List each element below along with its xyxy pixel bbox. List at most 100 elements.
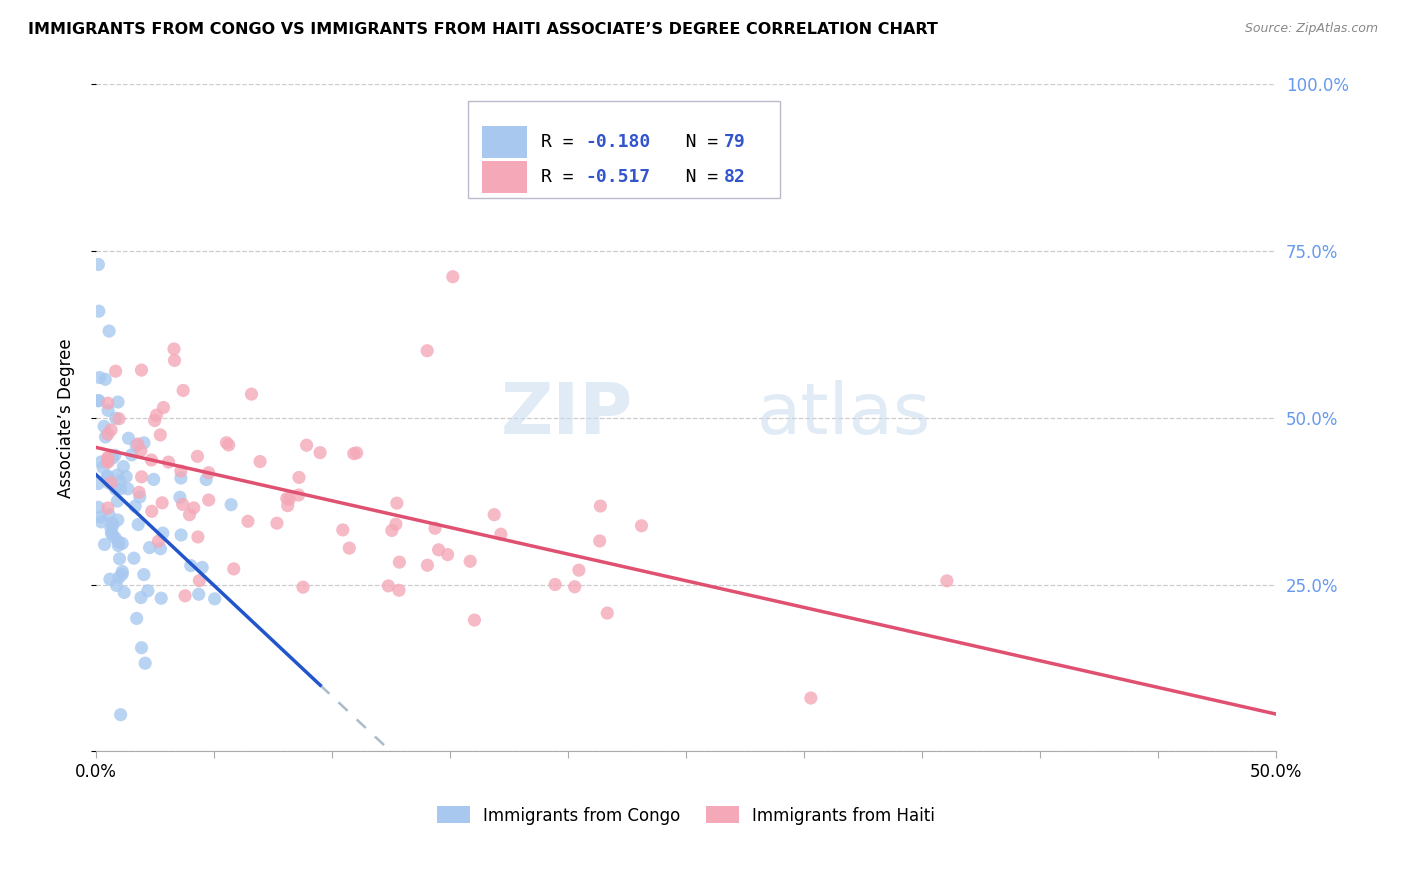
Text: N =: N = — [652, 168, 730, 186]
Point — [163, 353, 186, 368]
Point — [96, 468, 118, 483]
Point — [589, 533, 612, 548]
Point — [97, 451, 120, 466]
Point — [94, 372, 117, 386]
Point — [179, 508, 201, 522]
Point — [108, 570, 131, 584]
Point — [127, 437, 149, 451]
Point — [98, 572, 121, 586]
Point — [277, 499, 299, 513]
Point — [172, 497, 194, 511]
Point — [104, 482, 127, 496]
Point — [97, 403, 120, 417]
Point — [568, 563, 591, 577]
Point — [87, 304, 110, 318]
Point — [219, 498, 242, 512]
Point — [128, 490, 150, 504]
Legend: Immigrants from Congo, Immigrants from Haiti: Immigrants from Congo, Immigrants from H… — [430, 800, 942, 831]
Point — [105, 468, 128, 483]
Point — [93, 537, 115, 551]
Point — [150, 496, 173, 510]
Point — [236, 514, 259, 528]
Point — [152, 526, 174, 541]
Text: -0.180: -0.180 — [586, 133, 651, 151]
Text: 82: 82 — [724, 168, 745, 186]
Point — [218, 438, 240, 452]
Point — [110, 482, 132, 496]
Point — [127, 517, 149, 532]
Point — [388, 583, 411, 598]
Point — [100, 521, 122, 535]
Point — [93, 419, 115, 434]
Point — [122, 551, 145, 566]
Point — [187, 530, 209, 544]
Point — [132, 435, 155, 450]
Point — [96, 470, 118, 484]
Point — [87, 258, 110, 272]
Point — [195, 473, 218, 487]
FancyBboxPatch shape — [482, 161, 527, 193]
Text: -0.517: -0.517 — [586, 168, 651, 186]
Point — [935, 574, 957, 588]
Point — [436, 548, 458, 562]
Point — [129, 443, 152, 458]
Point — [343, 447, 366, 461]
Point — [800, 691, 823, 706]
Point — [596, 606, 619, 620]
Point — [385, 517, 408, 532]
Point — [141, 504, 163, 518]
Point — [112, 585, 135, 599]
Point — [266, 516, 288, 531]
Text: atlas: atlas — [756, 380, 931, 449]
Point — [388, 555, 411, 569]
Point — [564, 580, 586, 594]
Point — [249, 454, 271, 468]
Text: R =: R = — [541, 168, 585, 186]
Point — [544, 577, 567, 591]
Point — [163, 342, 186, 356]
Point — [278, 492, 301, 507]
Text: IMMIGRANTS FROM CONGO VS IMMIGRANTS FROM HAITI ASSOCIATE’S DEGREE CORRELATION CH: IMMIGRANTS FROM CONGO VS IMMIGRANTS FROM… — [28, 22, 938, 37]
Point — [441, 269, 464, 284]
Text: R =: R = — [541, 133, 585, 151]
Point — [98, 476, 121, 491]
Point — [117, 482, 139, 496]
Point — [107, 395, 129, 409]
Point — [131, 470, 153, 484]
Point — [97, 396, 120, 410]
Point — [107, 513, 129, 527]
Point — [143, 413, 166, 427]
Point — [416, 558, 439, 573]
Point — [170, 464, 193, 478]
Point — [136, 583, 159, 598]
Point — [87, 476, 110, 491]
Point — [416, 343, 439, 358]
Point — [188, 574, 211, 588]
Point — [458, 554, 481, 568]
Point — [97, 450, 120, 465]
Point — [240, 387, 263, 401]
Point — [107, 539, 129, 553]
Point — [105, 494, 128, 508]
Point — [215, 435, 238, 450]
Point — [117, 431, 139, 445]
Point — [131, 640, 153, 655]
Point — [111, 536, 134, 550]
Point — [337, 541, 360, 555]
Point — [101, 527, 124, 541]
Point — [104, 411, 127, 425]
Point — [346, 446, 368, 460]
Point — [191, 560, 214, 574]
Point — [381, 524, 404, 538]
Point — [108, 551, 131, 566]
Point — [292, 580, 315, 594]
Point — [131, 363, 153, 377]
Text: N =: N = — [652, 133, 730, 151]
Point — [112, 459, 135, 474]
Point — [90, 515, 112, 529]
Point — [104, 531, 127, 545]
Point — [94, 430, 117, 444]
Point — [152, 401, 174, 415]
Point — [110, 707, 132, 722]
Point — [187, 587, 209, 601]
